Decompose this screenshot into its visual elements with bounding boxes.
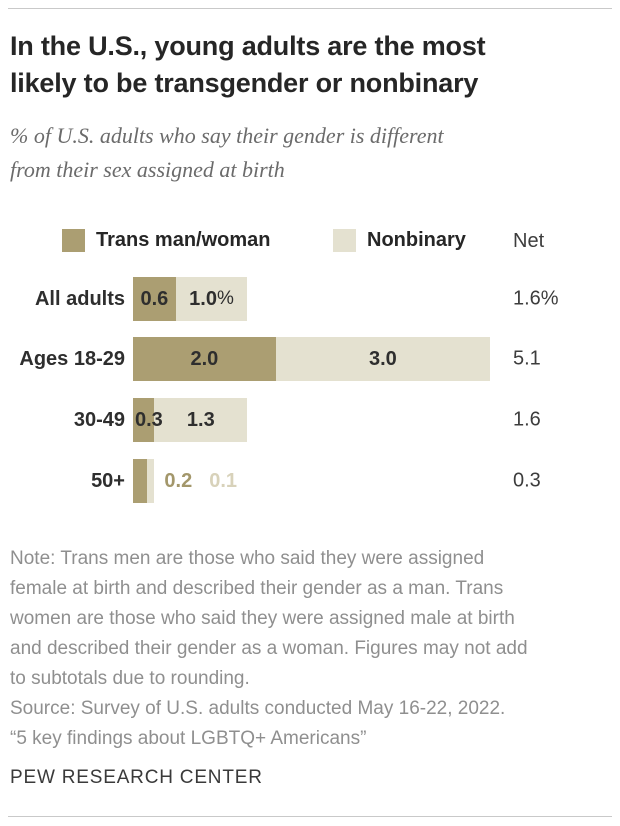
bar-all-adults: 0.6 1.0%: [133, 277, 248, 321]
category-label: All adults: [34, 287, 125, 310]
page-title: In the U.S., young adults are the most l…: [10, 31, 486, 98]
legend-label-nonbinary: Nonbinary: [367, 229, 466, 251]
legend-swatch-trans: [62, 229, 85, 252]
bar-18-29: 2.0 3.0: [133, 337, 490, 381]
value-label-nonbinary: 1.3: [186, 408, 215, 431]
category-label: 50+: [91, 469, 125, 492]
net-value: 0.3: [513, 469, 541, 492]
value-label-trans: 0.2: [164, 469, 193, 492]
chart-legend: Trans man/woman Nonbinary Net: [0, 229, 620, 253]
bar-segment-nonbinary: [147, 459, 155, 503]
percent-sign: %: [216, 288, 234, 309]
bar-segment-trans: 0.6: [133, 277, 176, 321]
net-column-header: Net: [513, 230, 545, 252]
top-divider: [8, 8, 612, 9]
pew-research-center-wordmark: PEW RESEARCH CENTER: [10, 767, 263, 788]
stacked-bar-chart: Trans man/woman Nonbinary Net All adults…: [0, 229, 620, 505]
net-value: 1.6: [513, 408, 541, 431]
chart-row-30-49: 30-49 0.3 1.3 1.6: [0, 398, 620, 442]
legend-label-trans: Trans man/woman: [96, 229, 271, 251]
legend-item-nonbinary: Nonbinary: [333, 229, 466, 252]
net-value: 1.6%: [513, 287, 559, 310]
bottom-divider: [8, 816, 612, 817]
chart-source: Source: Survey of U.S. adults conducted …: [10, 698, 506, 749]
value-label-nonbinary: 0.1: [209, 469, 238, 492]
value-label-trans: 2.0: [190, 347, 219, 370]
bar-50plus: 0.2 0.1: [133, 459, 237, 503]
category-label: 30-49: [73, 408, 125, 431]
bar-segment-trans: 0.3: [133, 398, 163, 442]
value-label-nonbinary: 3.0: [368, 347, 397, 370]
bar-segment-nonbinary: 1.3: [154, 398, 248, 442]
value-label-trans: 0.6: [140, 287, 169, 310]
chart-row-50plus: 50+ 0.2 0.1 0.3: [0, 459, 620, 503]
value-label-nonbinary: 1.0: [189, 287, 217, 310]
chart-note: Note: Trans men are those who said they …: [10, 548, 528, 689]
chart-row-all-adults: All adults 0.6 1.0% 1.6%: [0, 277, 620, 321]
net-value: 5.1: [513, 347, 541, 370]
value-label-trans: 0.3: [135, 408, 163, 431]
bar-segment-nonbinary: 1.0%: [175, 277, 248, 321]
chart-row-18-29: Ages 18-29 2.0 3.0 5.1: [0, 337, 620, 381]
bar-segment-trans: 2.0: [133, 337, 276, 381]
bar-30-49: 0.3 1.3: [133, 398, 248, 442]
legend-item-trans: Trans man/woman: [62, 229, 271, 252]
bar-segment-nonbinary: 3.0: [275, 337, 490, 381]
bar-segment-trans: [133, 459, 148, 503]
legend-swatch-nonbinary: [333, 229, 356, 252]
chart-subtitle: % of U.S. adults who say their gender is…: [10, 123, 444, 182]
category-label: Ages 18-29: [19, 347, 125, 370]
